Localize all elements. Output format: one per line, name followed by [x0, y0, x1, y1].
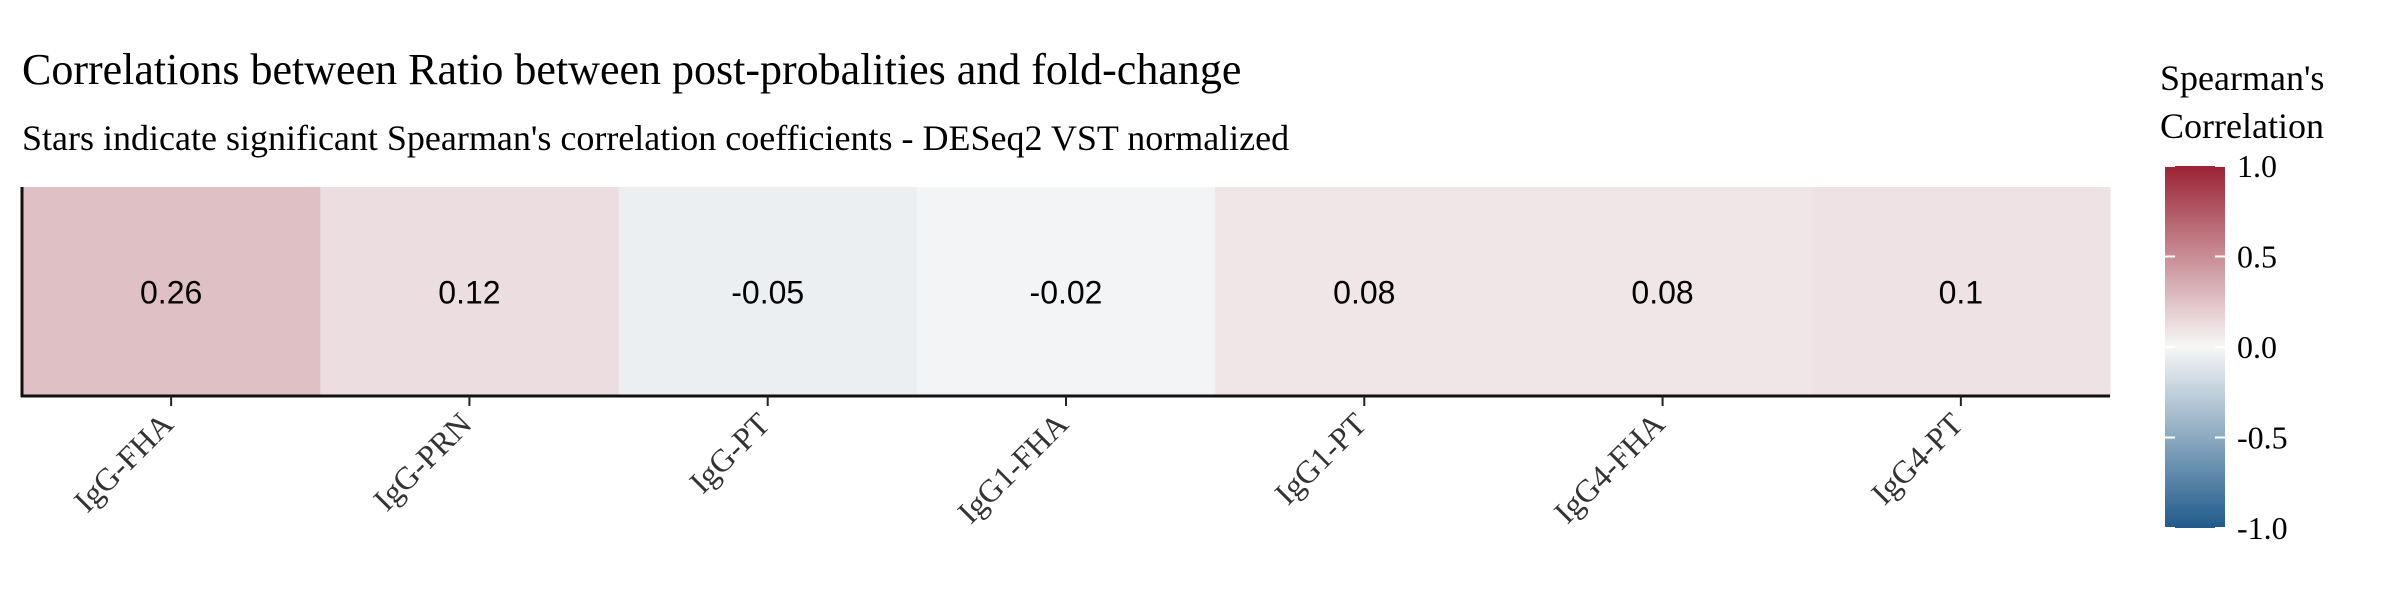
x-tick-label: IgG1-FHA: [950, 405, 1075, 530]
x-tick-label: IgG4-FHA: [1547, 405, 1672, 530]
x-tick-labels: IgG-FHA IgG-PRN IgG-PT IgG1-FHA IgG1-PT IgG4-…: [67, 396, 1970, 530]
cell-value-label: -0.02: [1030, 275, 1103, 311]
heatmap-cell-igg4-fha: [1513, 187, 1813, 396]
cell-value-label: 0.08: [1333, 275, 1395, 311]
heatmap-cell-igg-fha: [22, 187, 321, 396]
x-tick-label: IgG4-PT: [1864, 405, 1970, 511]
legend-tick-label: 1.0: [2237, 148, 2277, 184]
chart-title: Correlations between Ratio between post-…: [22, 45, 1241, 94]
heatmap-cell-igg-pt: [618, 187, 918, 396]
heatmap-cell-igg4-pt: [1811, 187, 2111, 396]
heatmap-cells: [22, 187, 2111, 396]
legend-title-line-1: Spearman's: [2160, 58, 2324, 98]
x-tick-label: IgG-PT: [682, 405, 777, 500]
cell-value-labels: 0.26 0.12 -0.05 -0.02 0.08 0.08 0.1: [140, 275, 1983, 311]
cell-value-label: 0.08: [1631, 275, 1693, 311]
legend-tick-label: 0.0: [2237, 329, 2277, 365]
heatmap-cell-igg1-pt: [1215, 187, 1514, 396]
x-tick-label: IgG-PRN: [366, 405, 478, 517]
cell-value-label: 0.12: [438, 275, 500, 311]
cell-value-label: -0.05: [731, 275, 804, 311]
x-tick-label: IgG-FHA: [67, 405, 180, 518]
heatmap-cell-igg1-fha: [916, 187, 1216, 396]
chart-subtitle: Stars indicate significant Spearman's co…: [22, 118, 1289, 158]
x-tick-label: IgG1-PT: [1267, 405, 1373, 511]
legend-title-line-2: Correlation: [2160, 106, 2324, 146]
legend-tick-label: 0.5: [2237, 239, 2277, 275]
legend-tick-label: -0.5: [2237, 420, 2288, 456]
cell-value-label: 0.1: [1939, 275, 1983, 311]
legend-tick-label: -1.0: [2237, 510, 2288, 546]
heatmap-cell-igg-prn: [320, 187, 620, 396]
cell-value-label: 0.26: [140, 275, 202, 311]
